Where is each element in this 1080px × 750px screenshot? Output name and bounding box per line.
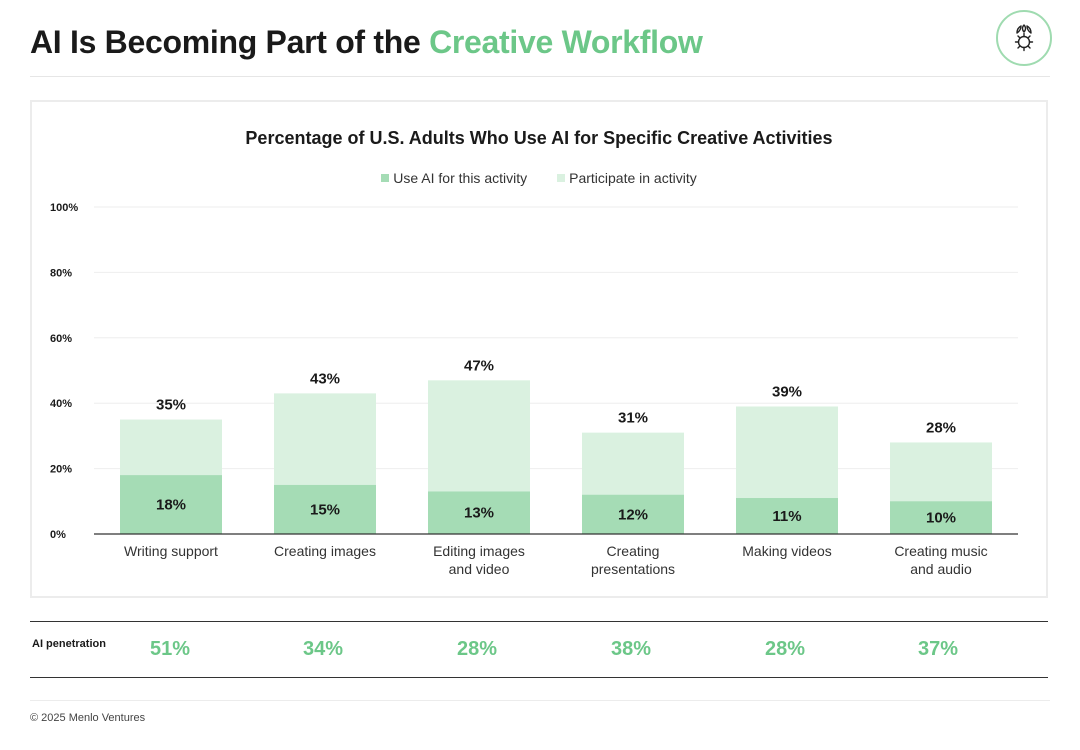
penetration-value: 37% [917,638,959,660]
data-label-ai: 18% [156,497,186,514]
bar-ai [274,484,376,534]
footer-divider [30,700,1050,701]
legend-item-ai: Use AI for this activity [381,170,527,186]
y-tick-label: 100% [50,202,78,214]
penetration-label: AI penetration [32,638,106,650]
y-tick-label: 80% [50,267,72,279]
data-label-ai: 12% [618,506,648,523]
penetration-value: 51% [149,638,191,660]
penetration-value: 28% [764,638,806,660]
leaf-gear-icon [996,10,1052,66]
legend-label-participate: Participate in activity [569,170,697,186]
page-header: AI Is Becoming Part of the Creative Work… [30,10,1052,77]
chart-title: Percentage of U.S. Adults Who Use AI for… [245,128,833,148]
x-tick-label: Editing images [433,543,525,559]
x-tick-label: Making videos [742,543,832,559]
penetration-value: 28% [456,638,498,660]
legend-swatch-ai [381,174,390,182]
x-tick-label: Creating images [274,543,376,559]
bar-ai [120,475,222,534]
data-label-ai: 15% [310,501,340,518]
data-label-ai: 11% [772,508,801,525]
title-accent: Creative Workflow [429,24,703,60]
data-label-participate: 43% [310,370,340,387]
data-label-participate: 39% [772,383,802,400]
x-tick-label: Creating music [894,543,987,559]
x-tick-label: Creating [607,543,660,559]
data-label-participate: 47% [464,357,494,374]
footer-copyright: © 2025 Menlo Ventures [30,712,146,724]
y-tick-label: 0% [50,529,66,541]
x-tick-label: and audio [910,561,972,577]
legend-swatch-participate [557,174,566,182]
bar-ai [428,491,530,534]
title-prefix: AI Is Becoming Part of the [30,24,421,60]
chart-plot: 0% 20% 40% 60% 80% 100% 35% 18% Writing support 4… [50,202,1018,577]
x-tick-label: presentations [591,561,675,577]
data-label-participate: 31% [618,410,648,427]
x-tick-label: Writing support [124,543,218,559]
chart-card: 0% 20% 40% 60% 80% 100% 35% 18% Writing support 4… [30,100,1048,598]
y-tick-label: 20% [50,464,72,476]
data-label-ai: 10% [926,510,956,527]
ai-penetration-row: AI penetration 51% 34% 28% 38% 28% 37% [30,621,1048,678]
data-label-ai: 13% [464,505,494,522]
bar-ai [736,498,838,534]
data-label-participate: 35% [156,397,186,414]
bar-ai [582,494,684,534]
bar-ai [890,501,992,534]
y-tick-label: 40% [50,398,72,410]
page-title: AI Is Becoming Part of the Creative Work… [30,24,703,61]
penetration-value: 38% [610,638,652,660]
penetration-value: 34% [302,638,344,660]
legend-label-ai: Use AI for this activity [393,170,528,186]
data-label-participate: 28% [926,419,956,436]
x-tick-label: and video [449,561,510,577]
y-tick-label: 60% [50,333,72,345]
chart-legend: Use AI for this activity Participate in … [32,170,1046,186]
legend-item-participate: Participate in activity [557,170,697,186]
